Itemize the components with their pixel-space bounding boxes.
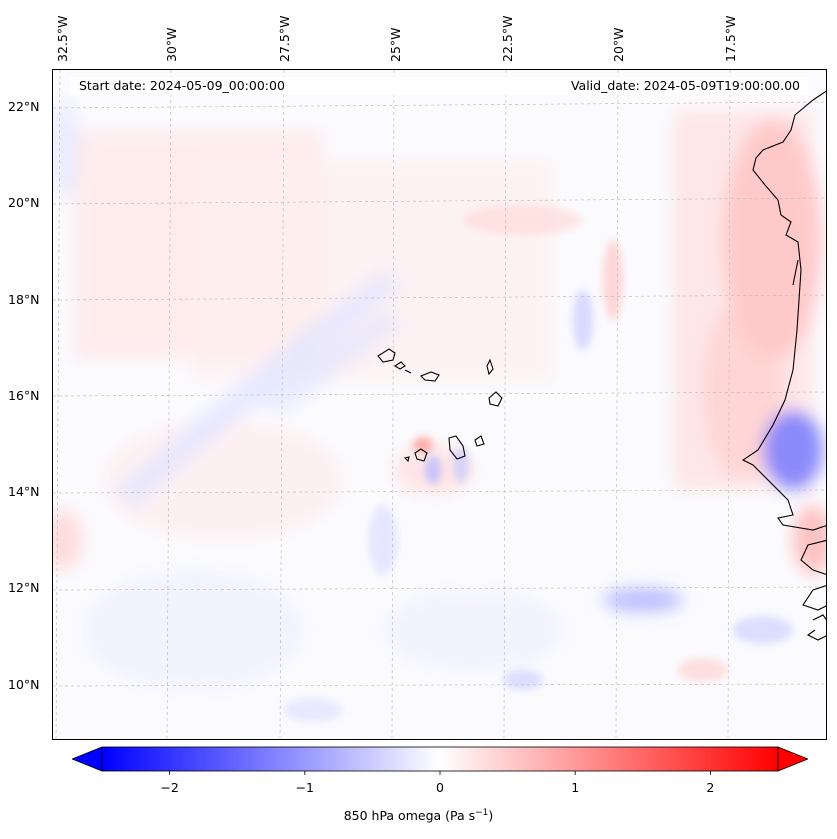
- colorbar-tick-label: −1: [295, 780, 315, 795]
- lon-tick-label: 22.5°W: [500, 15, 515, 62]
- omega-field-smooth: [53, 100, 826, 690]
- map-plot-area: [52, 69, 827, 740]
- omega-field-detail: [283, 205, 793, 722]
- coastline-south: [800, 539, 826, 575]
- island-brava: [403, 456, 410, 463]
- island-boa-vista: [488, 391, 503, 407]
- omega-field-map: [53, 70, 826, 739]
- start-date-label: Start date: 2024-05-09_00:00:00: [79, 78, 285, 93]
- colorbar-extend-low: [72, 746, 103, 772]
- colorbar-tick-label: 1: [571, 780, 580, 795]
- colorbar-extend-high: [777, 746, 808, 772]
- lat-tick-label: 12°N: [8, 580, 40, 595]
- coastline-detail: [792, 259, 799, 286]
- island-sal: [486, 358, 494, 376]
- lat-tick-label: 10°N: [8, 677, 40, 692]
- colorbar-tick-label: 2: [706, 780, 715, 795]
- african-coastline: [741, 90, 826, 531]
- colorbar: [72, 746, 808, 775]
- colorbar-tick-label: 0: [436, 780, 444, 795]
- colorbar-ticks: [169, 771, 711, 775]
- lon-tick-label: 27.5°W: [277, 15, 292, 62]
- island-sao-vicente: [393, 361, 406, 370]
- lon-tick-label: 32.5°W: [55, 15, 70, 62]
- colorbar-gradient: [101, 746, 779, 772]
- colorbar-tick-label: −2: [160, 780, 179, 795]
- coastlines: [377, 90, 826, 641]
- coastline-islands-bijagos: [806, 614, 826, 641]
- island-fogo: [414, 448, 428, 462]
- lon-tick-label: 17.5°W: [723, 15, 738, 62]
- lon-tick-label: 30°W: [164, 27, 179, 62]
- date-info-band: [70, 77, 808, 95]
- island-sao-nicolau: [420, 371, 440, 382]
- island-maio: [474, 435, 485, 447]
- lat-tick-label: 18°N: [8, 292, 40, 307]
- lat-tick-label: 22°N: [8, 99, 40, 114]
- lon-tick-label: 25°W: [388, 27, 403, 62]
- colorbar-label-text: 850 hPa omega (Pa s: [343, 808, 476, 824]
- island-santiago: [448, 435, 466, 460]
- lat-tick-label: 20°N: [8, 195, 40, 210]
- island-santo-antao: [377, 348, 396, 363]
- colorbar-label: 850 hPa omega (Pa s−1): [0, 808, 837, 823]
- colorbar-label-close: ): [488, 808, 494, 824]
- lat-tick-label: 14°N: [8, 484, 40, 499]
- colorbar-label-exponent: −1: [475, 808, 489, 818]
- map-gridlines: [53, 70, 826, 739]
- lon-tick-label: 20°W: [611, 27, 626, 62]
- valid-date-label: Valid_date: 2024-05-09T19:00:00.00: [570, 78, 800, 93]
- lat-tick-label: 16°N: [8, 388, 40, 403]
- island-santa-luzia: [404, 369, 412, 374]
- coastline-guinea: [802, 585, 826, 611]
